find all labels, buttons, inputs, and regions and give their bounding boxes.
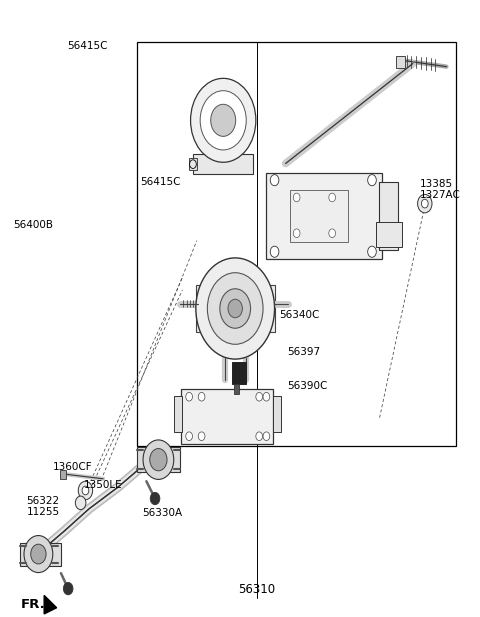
- Circle shape: [196, 258, 275, 359]
- Circle shape: [190, 160, 196, 168]
- Circle shape: [78, 481, 93, 500]
- Polygon shape: [44, 595, 57, 614]
- Bar: [60, 470, 66, 479]
- Circle shape: [270, 246, 279, 257]
- Circle shape: [150, 449, 167, 471]
- Circle shape: [329, 229, 336, 238]
- Circle shape: [63, 582, 73, 595]
- Bar: [234, 384, 239, 394]
- Circle shape: [263, 392, 270, 401]
- Text: 56400B: 56400B: [13, 220, 53, 230]
- Text: 56390C: 56390C: [287, 381, 327, 391]
- Bar: [20, 543, 61, 566]
- Text: 56397: 56397: [287, 347, 320, 357]
- Circle shape: [186, 392, 192, 401]
- Text: 13385: 13385: [420, 179, 453, 189]
- Bar: [174, 396, 182, 432]
- Circle shape: [191, 78, 256, 162]
- Text: 56322: 56322: [26, 496, 60, 506]
- Circle shape: [143, 440, 174, 479]
- Bar: [396, 56, 405, 68]
- Circle shape: [198, 432, 205, 441]
- Circle shape: [293, 229, 300, 238]
- Circle shape: [200, 91, 246, 150]
- Bar: [137, 447, 180, 472]
- Bar: [181, 389, 273, 444]
- Circle shape: [220, 289, 251, 328]
- Circle shape: [418, 194, 432, 213]
- Circle shape: [270, 175, 279, 186]
- Text: 56340C: 56340C: [279, 310, 320, 320]
- Bar: [196, 285, 275, 332]
- Text: 56330A: 56330A: [142, 508, 182, 518]
- Text: 1327AC: 1327AC: [420, 190, 461, 200]
- Circle shape: [368, 175, 376, 186]
- Text: 56310: 56310: [238, 582, 276, 596]
- Circle shape: [263, 432, 270, 441]
- Bar: [232, 362, 246, 384]
- Text: FR.: FR.: [21, 598, 46, 611]
- Circle shape: [31, 544, 46, 564]
- Text: 11255: 11255: [26, 507, 60, 517]
- Text: 56415C: 56415C: [141, 177, 181, 187]
- Circle shape: [207, 273, 263, 344]
- Circle shape: [256, 432, 263, 441]
- Circle shape: [293, 193, 300, 202]
- Bar: [376, 222, 402, 247]
- Bar: [189, 158, 197, 170]
- Bar: [137, 42, 456, 446]
- Circle shape: [368, 246, 376, 257]
- Bar: [193, 154, 253, 174]
- Circle shape: [211, 104, 236, 136]
- Bar: [290, 190, 348, 242]
- Circle shape: [329, 193, 336, 202]
- Circle shape: [186, 432, 192, 441]
- Bar: [273, 396, 281, 432]
- Text: 1360CF: 1360CF: [53, 462, 93, 472]
- Circle shape: [75, 496, 86, 510]
- Circle shape: [150, 492, 160, 505]
- Text: 56415C: 56415C: [67, 41, 108, 51]
- Circle shape: [24, 536, 53, 573]
- Circle shape: [256, 392, 263, 401]
- Bar: [379, 182, 398, 250]
- Circle shape: [198, 392, 205, 401]
- Circle shape: [82, 486, 89, 495]
- Circle shape: [228, 299, 242, 318]
- Bar: [266, 173, 382, 259]
- Circle shape: [421, 199, 428, 208]
- Text: 1350LE: 1350LE: [84, 480, 122, 490]
